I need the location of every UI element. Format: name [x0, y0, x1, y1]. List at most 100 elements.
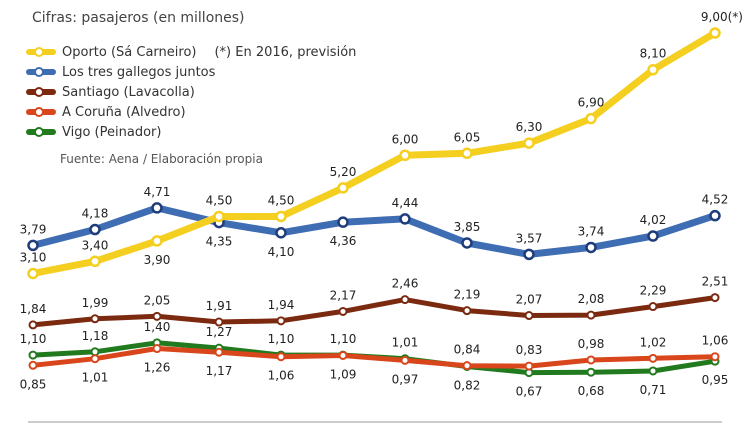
data-point-gallegos	[523, 248, 535, 261]
data-label-gallegos: 3,74	[578, 224, 605, 238]
data-label-coruna: 0,83	[516, 343, 543, 357]
legend-item-vigo: Vigo (Peinador)	[26, 122, 356, 142]
data-point-coruna	[276, 352, 286, 362]
data-point-oporto	[461, 147, 473, 160]
data-label-vigo: 0,71	[640, 383, 667, 397]
legend-item-coruna: A Coruña (Alvedro)	[26, 102, 356, 122]
data-label-oporto: 3,90	[144, 253, 171, 267]
data-label-coruna: 0,85	[20, 377, 47, 391]
data-point-santiago	[338, 306, 348, 316]
data-label-oporto: 6,05	[454, 130, 481, 144]
series-line-oporto	[29, 29, 719, 277]
data-point-oporto	[27, 267, 39, 280]
data-label-gallegos: 4,44	[392, 196, 419, 210]
legend-label-vigo: Vigo (Peinador)	[62, 124, 162, 140]
data-point-oporto	[399, 149, 411, 162]
data-label-oporto: 3,40	[82, 238, 109, 252]
data-labels-oporto: 3,10 3,40 3,90 4,50 4,50 5,20 6,00 6,05 6,30 6,90…	[20, 10, 743, 267]
data-point-vigo	[648, 366, 658, 376]
data-label-santiago: 1,94	[268, 298, 295, 312]
data-point-gallegos	[151, 202, 163, 214]
data-point-coruna	[28, 360, 38, 370]
forecast-note: (*) En 2016, previsión	[214, 44, 357, 60]
data-label-vigo: 1,01	[392, 336, 419, 350]
legend-swatch-coruna	[26, 107, 56, 117]
data-point-oporto	[213, 210, 225, 223]
data-label-coruna: 1,06	[268, 369, 295, 383]
data-label-vigo: 1,10	[330, 332, 357, 346]
data-point-santiago	[276, 316, 286, 326]
data-label-coruna: 1,09	[330, 367, 357, 381]
data-label-gallegos: 4,71	[144, 185, 171, 199]
data-label-santiago: 2,19	[454, 288, 481, 302]
data-label-oporto: 3,10	[20, 251, 47, 265]
data-label-oporto: 8,10	[640, 47, 667, 61]
legend-swatch-vigo	[26, 127, 56, 137]
data-label-oporto: 4,50	[206, 193, 233, 207]
legend-label-gallegos: Los tres gallegos juntos	[62, 64, 216, 80]
series-coruna	[28, 344, 720, 371]
data-labels-coruna: 0,85 1,01 1,26 1,17 1,06 1,09 0,97 0,84 0,83 0,98…	[20, 334, 729, 392]
data-point-vigo	[586, 367, 596, 377]
data-label-coruna: 1,26	[144, 361, 171, 375]
data-label-oporto: 9,00(*)	[701, 10, 743, 24]
data-label-coruna: 0,97	[392, 372, 419, 386]
data-labels-santiago: 1,84 1,99 2,05 1,91 1,94 2,17 2,46 2,19 2,07 2,08…	[20, 275, 729, 316]
data-label-gallegos: 4,02	[640, 213, 667, 227]
data-label-gallegos: 4,52	[702, 193, 729, 207]
data-point-oporto	[585, 112, 597, 125]
legend-marker-santiago	[34, 87, 44, 97]
data-point-oporto	[647, 63, 659, 76]
legend-swatch-santiago	[26, 87, 56, 97]
chart-caption: Cifras: pasajeros (en millones)	[32, 10, 245, 26]
data-point-gallegos	[399, 213, 411, 225]
source-note: Fuente: Aena / Elaboración propia	[60, 152, 263, 166]
series-line-santiago	[30, 295, 718, 328]
data-label-gallegos: 3,85	[454, 220, 481, 234]
series-santiago	[28, 293, 720, 330]
legend-label-coruna: A Coruña (Alvedro)	[62, 104, 186, 120]
series-gallegos	[27, 202, 721, 261]
data-label-gallegos: 4,18	[82, 207, 109, 221]
data-point-oporto	[709, 27, 721, 39]
data-point-coruna	[710, 352, 720, 362]
data-label-santiago: 1,91	[206, 299, 233, 313]
data-label-oporto: 6,30	[516, 120, 543, 134]
data-point-oporto	[89, 255, 101, 268]
data-point-gallegos	[585, 241, 597, 254]
data-label-vigo: 0,95	[702, 373, 729, 387]
legend: Oporto (Sá Carneiro) (*) En 2016, previs…	[26, 42, 356, 142]
data-point-coruna	[90, 354, 100, 364]
legend-marker-oporto	[34, 47, 44, 57]
data-label-santiago: 2,08	[578, 292, 605, 306]
data-point-gallegos	[647, 230, 659, 242]
data-label-gallegos: 4,36	[330, 234, 357, 248]
data-label-vigo: 0,68	[578, 384, 605, 398]
data-point-oporto	[275, 210, 287, 223]
data-label-vigo: 1,27	[206, 325, 233, 339]
data-label-oporto: 6,90	[578, 96, 605, 110]
data-label-santiago: 1,84	[20, 302, 47, 316]
data-point-santiago	[648, 302, 658, 312]
data-point-gallegos	[27, 239, 39, 252]
data-point-santiago	[400, 295, 410, 305]
data-point-gallegos	[337, 216, 349, 228]
data-label-santiago: 2,05	[144, 293, 171, 307]
data-point-coruna	[524, 361, 534, 371]
data-point-oporto	[151, 235, 163, 247]
data-point-coruna	[214, 347, 224, 357]
legend-item-gallegos: Los tres gallegos juntos	[26, 62, 356, 82]
data-label-oporto: 6,00	[392, 132, 419, 146]
data-point-coruna	[152, 344, 162, 354]
legend-label-oporto: Oporto (Sá Carneiro)	[62, 44, 197, 60]
data-label-vigo: 1,40	[144, 320, 171, 334]
data-point-santiago	[462, 306, 472, 316]
data-label-oporto: 5,20	[330, 165, 357, 179]
data-point-coruna	[400, 355, 410, 365]
series-line-gallegos	[29, 204, 719, 258]
data-label-santiago: 2,07	[516, 293, 543, 307]
data-point-santiago	[524, 311, 534, 321]
data-label-santiago: 2,46	[392, 277, 419, 291]
data-point-gallegos	[461, 237, 473, 249]
data-point-santiago	[710, 293, 720, 303]
